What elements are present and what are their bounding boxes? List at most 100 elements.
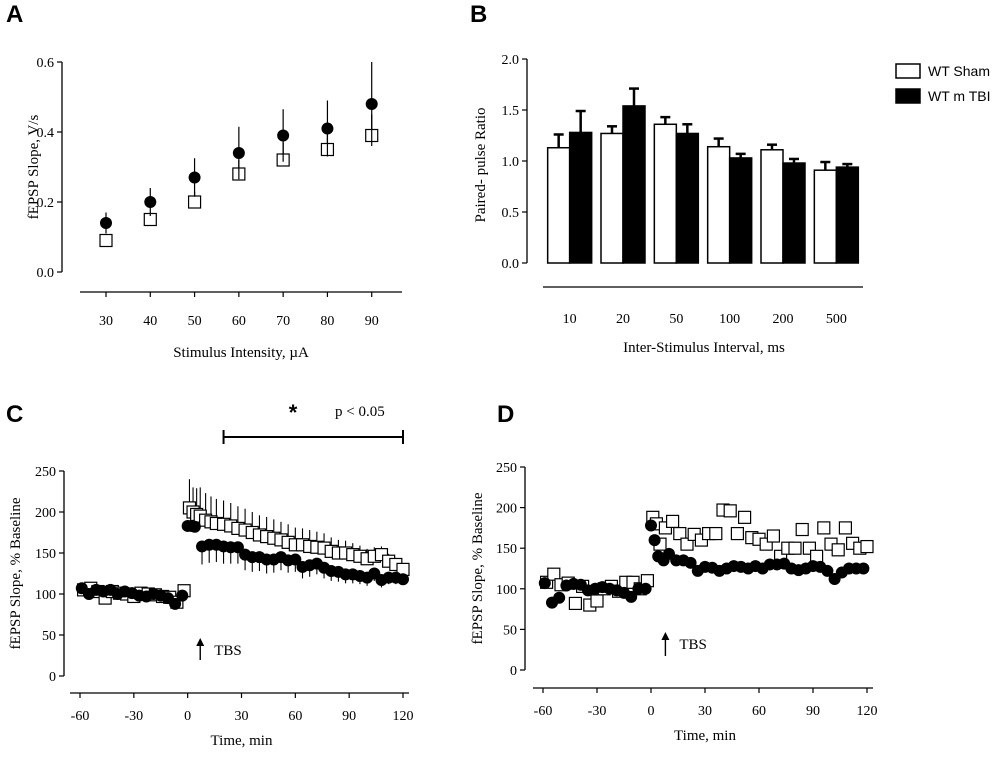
a-x-tick-label: 70 [276,314,290,329]
d-point-open-square [766,529,781,543]
legend-swatch-wt-mtbi [895,88,921,104]
d-point-open-square [709,526,723,541]
b-x-tick-label: 100 [719,312,740,327]
c-x-tick-label: -30 [124,709,143,724]
c-x-tick-label: 30 [235,709,249,724]
b-bar-wt-mtbi [622,105,646,264]
c-point-filled-circle [231,541,244,554]
panel-label-a: A [6,1,23,28]
d-point-open-square [831,543,845,557]
a-y-tick-label: 0.4 [37,126,55,141]
b-x-tick-label: 500 [826,312,847,327]
b-x-tick-label: 50 [669,312,683,327]
a-point-filled-circle [188,171,201,184]
d-point-filled-circle [553,591,566,604]
panel-a-scatter: 0.0 0.2 0.4 0.6 30 40 50 60 70 80 90 Stimulus Inten… [26,56,402,361]
b-y-tick-label: 1.0 [502,155,520,170]
d-y-axis-label: fEPSP Slope, % Baseline [470,492,486,644]
legend-swatch-wt-sham [895,63,921,79]
b-x-axis-label: Inter-Stimulus Interval, ms [623,340,785,356]
c-point-filled-circle [188,520,201,533]
c-x-axis-label: Time, min [211,733,273,749]
c-x-tick-label: 0 [184,709,191,724]
c-y-tick-label: 250 [35,465,56,480]
d-y-tick-label: 50 [503,623,517,638]
b-bar-wt-sham [653,123,678,264]
b-y-tick-label: 0.0 [502,257,520,272]
a-point-open-square [187,195,202,209]
d-point-filled-circle [538,577,551,590]
a-point-filled-circle [365,98,378,110]
d-point-open-square [860,539,874,554]
d-x-tick-label: -60 [534,704,553,719]
a-x-tick-label: 40 [143,314,157,329]
d-point-open-square [788,541,802,555]
panel-label-b: B [470,1,487,28]
b-bar-wt-sham [706,145,731,264]
b-bar-wt-sham [813,169,838,264]
a-y-tick-label: 0.6 [37,56,55,71]
a-point-filled-circle [277,129,290,142]
c-point-filled-circle [289,553,302,566]
c-y-tick-label: 150 [35,547,56,562]
a-y-tick-label: 0.2 [37,196,55,211]
d-point-open-square [838,521,853,535]
c-point-filled-circle [176,589,189,602]
b-y-tick-label: 2.0 [502,53,520,68]
c-significance-star: * [289,400,298,425]
b-y-tick-label: 1.5 [502,104,520,119]
a-y-tick-label: 0.0 [37,266,55,281]
d-point-filled-circle [821,564,834,577]
a-x-tick-label: 30 [99,314,113,329]
d-point-open-square [547,567,561,581]
d-point-filled-circle [625,590,638,603]
d-point-open-square [673,526,687,541]
d-point-filled-circle [648,534,661,547]
d-point-open-square [795,522,809,537]
b-bar-wt-mtbi [568,131,593,264]
b-bar-wt-mtbi [675,132,700,264]
panel-label-d: D [497,401,514,428]
d-x-tick-label: 90 [806,704,820,719]
c-x-tick-label: -60 [71,709,90,724]
b-y-axis-label: Paired- pulse Ratio [473,108,489,223]
d-point-open-square [568,596,583,611]
panel-c-time-course: 0 50 100 150 200 250 -60 -30 0 30 60 90 120 Time, min… [8,400,414,749]
legend-label-wt-sham: WT Sham [928,63,990,79]
c-x-tick-label: 60 [288,709,302,724]
d-y-tick-label: 100 [496,583,517,598]
c-x-tick-label: 90 [342,709,356,724]
panel-d-time-course: 0 50 100 150 200 250 -60 -30 0 30 60 90 120 Time, min… [470,461,878,744]
d-tbs-arrow-head [661,632,670,640]
a-x-axis-label: Stimulus Intensity, µA [173,345,309,361]
a-x-tick-label: 50 [188,314,202,329]
c-p-value: p < 0.05 [335,404,385,420]
d-point-filled-circle [645,519,657,532]
c-y-tick-label: 100 [35,588,56,603]
d-x-tick-label: 0 [648,704,655,719]
d-point-filled-circle [639,582,652,595]
panel-b-bar-chart: 0.0 0.5 1.0 1.5 2.0 10 20 50 100 200 500 Inter-Stim… [473,53,990,356]
c-tbs-label: TBS [214,643,242,659]
a-x-tick-label: 90 [365,314,379,329]
d-x-tick-label: 30 [698,704,712,719]
panel-label-c: C [6,401,23,428]
legend-label-wt-mtbi: WT m TBI [928,88,990,104]
d-y-tick-label: 200 [496,502,517,517]
b-x-tick-label: 200 [773,312,794,327]
c-y-tick-label: 50 [42,629,56,644]
c-tbs-arrow-head [196,638,205,646]
d-point-open-square [730,526,745,541]
a-point-open-square [99,233,113,248]
b-bar-wt-mtbi [835,166,860,264]
c-y-tick-label: 0 [49,670,56,685]
d-point-filled-circle [684,556,697,569]
b-y-tick-label: 0.5 [502,206,520,221]
d-y-tick-label: 0 [510,664,517,679]
d-point-open-square [817,521,831,535]
d-point-open-square [737,510,752,524]
d-y-tick-label: 150 [496,542,517,557]
b-x-tick-label: 20 [616,312,630,327]
